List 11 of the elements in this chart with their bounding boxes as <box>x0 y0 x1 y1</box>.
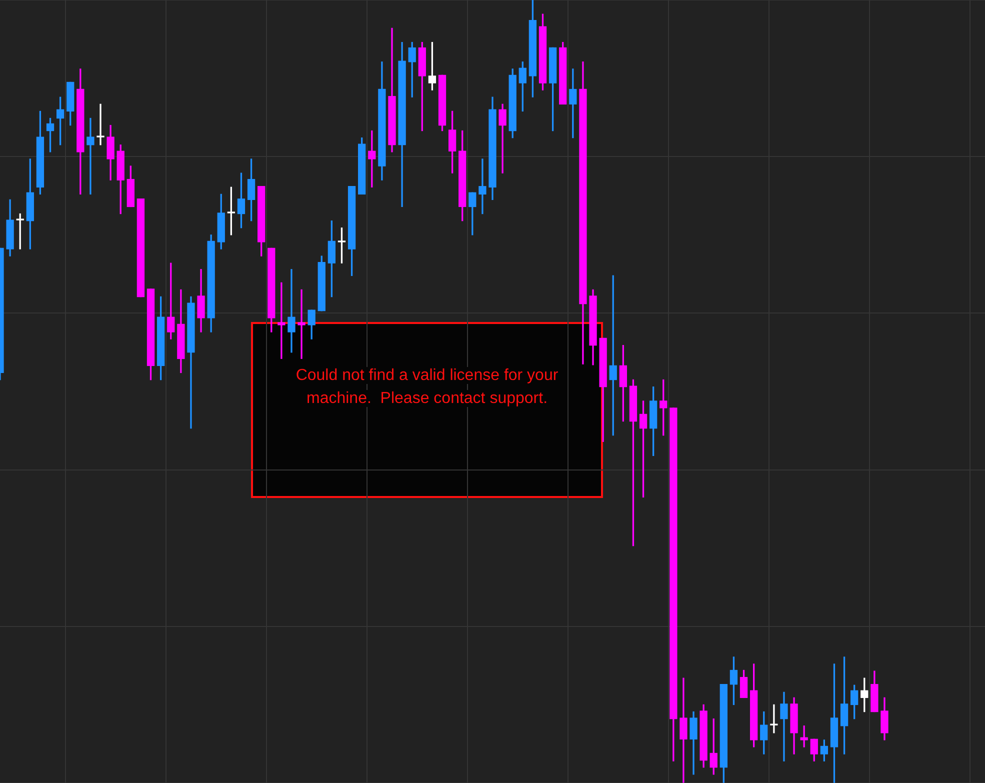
candlestick <box>770 704 778 734</box>
candlestick <box>478 158 486 214</box>
candlestick <box>680 678 688 783</box>
candlestick <box>498 104 506 174</box>
candlestick <box>278 282 286 359</box>
candlestick <box>288 269 296 353</box>
annotation: Could not find a valid license for your machine. Please contact support. <box>296 367 563 407</box>
candlestick <box>298 289 306 359</box>
candlestick <box>96 104 104 146</box>
candlestick <box>780 692 788 762</box>
candlestick <box>86 118 94 195</box>
